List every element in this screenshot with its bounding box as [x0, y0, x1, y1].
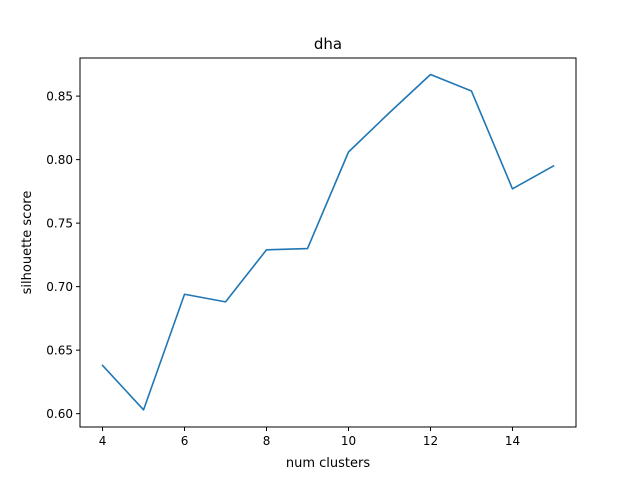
y-axis-ticks: 0.60 0.65 0.70 0.75 0.80 0.85 [46, 90, 80, 421]
y-axis-label: silhouette score [20, 191, 35, 295]
plot-area-frame [79, 57, 577, 428]
chart-title: dha [314, 35, 342, 53]
x-tick-label: 14 [505, 434, 520, 448]
y-tick-label: 0.85 [46, 90, 73, 104]
x-tick-label: 8 [263, 434, 271, 448]
x-tick-label: 12 [423, 434, 438, 448]
y-tick-label: 0.65 [46, 344, 73, 358]
x-axis-ticks: 4 6 8 10 12 14 [99, 427, 520, 448]
y-tick-label: 0.80 [46, 153, 73, 167]
x-axis-label: num clusters [286, 456, 370, 471]
series-layer [101, 73, 555, 411]
y-tick-label: 0.75 [46, 217, 73, 231]
x-tick-label: 6 [181, 434, 189, 448]
y-tick-label: 0.70 [46, 280, 73, 294]
series-line [101, 73, 555, 411]
y-tick-label: 0.60 [46, 407, 73, 421]
x-tick-label: 10 [341, 434, 356, 448]
x-tick-label: 4 [99, 434, 107, 448]
